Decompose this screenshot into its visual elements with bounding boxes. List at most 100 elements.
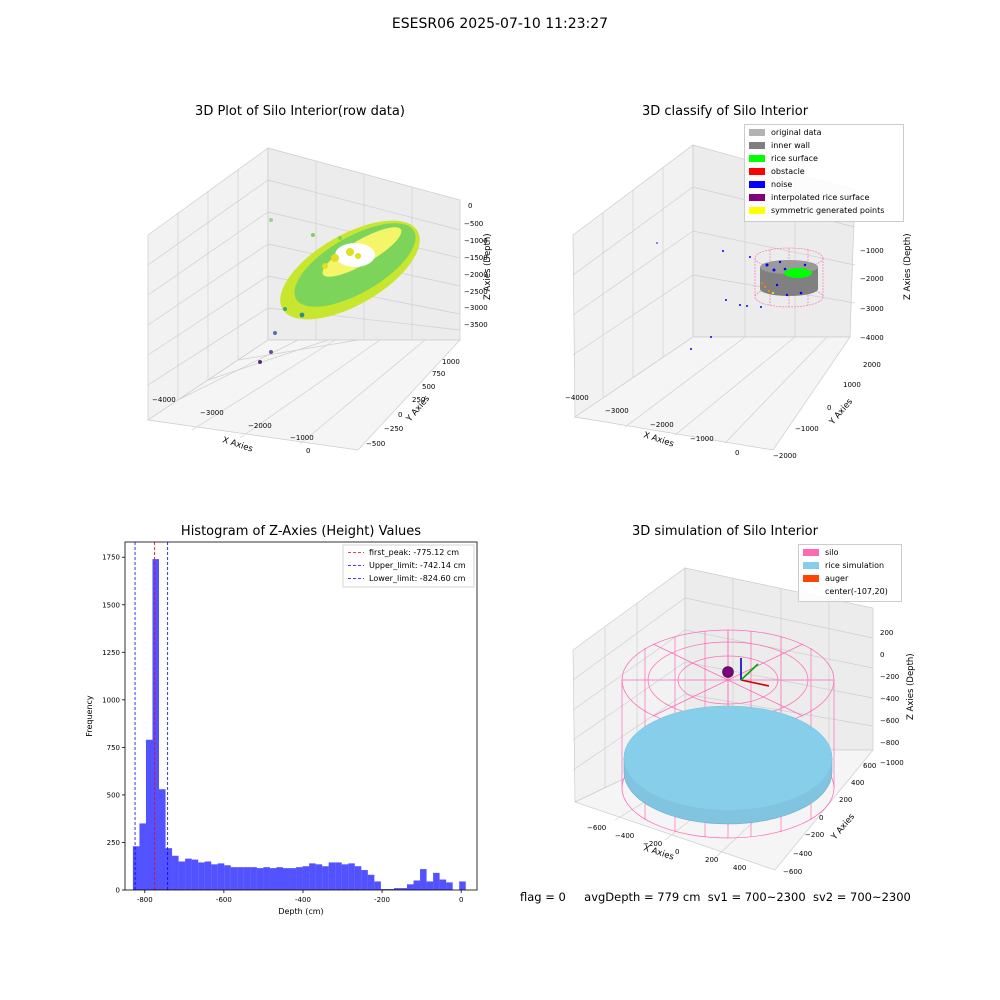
p1-xtick: −4000 — [152, 396, 176, 404]
histogram-bar — [413, 880, 421, 890]
p2-ytick: −1000 — [795, 425, 819, 433]
histogram-bar — [354, 866, 362, 890]
legend-item: interpolated rice surface — [749, 191, 899, 204]
legend-label: original data — [771, 128, 822, 137]
x-tick-label: 0 — [459, 896, 463, 904]
p2-ytick: 2000 — [863, 361, 881, 369]
y-tick-label: 1500 — [102, 601, 120, 609]
histogram-bar — [420, 869, 427, 890]
legend-swatch — [749, 129, 765, 136]
panel3-legend: silo rice simulation auger center(-107,20) — [798, 544, 902, 602]
p1-xtick: −2000 — [248, 422, 272, 430]
p1-xtick: 0 — [306, 447, 310, 455]
histogram-bar — [132, 846, 140, 890]
legend-label: inner wall — [771, 141, 811, 150]
legend-swatch — [749, 142, 765, 149]
p2-ztick: −2000 — [860, 275, 884, 283]
p2-ztick: −1000 — [860, 247, 884, 255]
histogram-bar — [296, 867, 303, 890]
p1-ztick: −3000 — [464, 304, 488, 312]
p1-ztick: 0 — [468, 202, 472, 210]
panel3-title: 3D simulation of Silo Interior — [632, 524, 818, 539]
p3-ztick: −800 — [880, 739, 899, 747]
histogram-bar — [198, 862, 205, 890]
histogram-bar — [237, 867, 244, 890]
p2-ytick: −2000 — [773, 452, 797, 460]
p1-ytick: 500 — [422, 383, 435, 391]
legend-swatch — [803, 588, 819, 595]
p1-ytick: 250 — [412, 396, 425, 404]
histogram-bar — [178, 861, 186, 890]
x-axis-label: Depth (cm) — [278, 907, 323, 916]
histogram-bar — [152, 559, 160, 890]
p3-xtick: 400 — [733, 864, 746, 872]
legend-item: center(-107,20) — [803, 585, 897, 598]
p3-ylabel: Y Axies — [829, 812, 857, 843]
p3-zlabel: Z Axies (Depth) — [906, 653, 916, 720]
p1-ztick: −1000 — [464, 237, 488, 245]
p1-ytick: 0 — [398, 411, 402, 419]
y-axis-label: Frequency — [85, 695, 94, 737]
p3-ztick: −600 — [880, 717, 899, 725]
histogram-bar — [341, 864, 349, 890]
histogram-bar — [433, 872, 440, 890]
p2-xtick: −3000 — [605, 407, 629, 415]
legend-label: interpolated rice surface — [771, 193, 870, 202]
p1-ytick: 1000 — [442, 358, 460, 366]
histogram-bar — [204, 861, 212, 890]
legend-label: Upper_limit: -742.14 cm — [369, 561, 466, 570]
legend-item: inner wall — [749, 139, 899, 152]
histogram-bar — [269, 868, 277, 890]
legend-item: rice surface — [749, 152, 899, 165]
legend-item: auger — [803, 572, 897, 585]
panel3-3d-axes: −600 −400 −200 0 200 400 −600 −400 −200 … — [572, 567, 916, 876]
histogram-bar — [250, 867, 257, 890]
legend-label: Lower_limit: -824.60 cm — [369, 574, 466, 583]
legend-item: obstacle — [749, 165, 899, 178]
p2-xtick: −1000 — [690, 435, 714, 443]
legend-swatch — [749, 155, 765, 162]
histogram-bar — [309, 863, 316, 890]
histogram-bar — [380, 889, 388, 890]
histogram-bar — [185, 858, 192, 890]
p1-xtick: −3000 — [200, 409, 224, 417]
histogram-bar — [283, 868, 290, 890]
legend-swatch — [749, 207, 765, 214]
histogram-bar — [217, 863, 225, 890]
histogram-bar — [159, 789, 166, 890]
p3-ytick: −200 — [805, 831, 824, 839]
p3-xtick: −600 — [587, 824, 606, 832]
y-tick-label: 1750 — [102, 554, 120, 562]
p2-xtick: 0 — [735, 449, 739, 457]
p2-ytick: 1000 — [843, 381, 861, 389]
p3-ztick: −1000 — [880, 759, 904, 767]
histogram-bar — [191, 859, 199, 890]
histogram-bar — [374, 881, 381, 890]
legend-item: rice simulation — [803, 559, 897, 572]
histogram-bar — [145, 739, 153, 890]
p2-ytick: 0 — [827, 404, 831, 412]
histogram-bar — [426, 881, 434, 890]
legend-item: original data — [749, 126, 899, 139]
p1-xtick: −1000 — [290, 434, 314, 442]
p3-ytick: 600 — [863, 762, 876, 770]
p3-xtick: 0 — [675, 848, 679, 856]
p3-xtick: 200 — [705, 856, 718, 864]
p2-ztick: −4000 — [860, 334, 884, 342]
x-tick-label: -600 — [216, 896, 232, 904]
p3-ytick: −600 — [783, 868, 802, 876]
panel2-title: 3D classify of Silo Interior — [641, 104, 809, 119]
histogram-bar — [139, 823, 146, 890]
sv1-text: sv1 = 700~2300 — [707, 890, 806, 904]
legend-swatch — [803, 575, 819, 582]
panel2-legend: original data inner wall rice surface obsta… — [744, 124, 904, 222]
legend-label: auger — [825, 574, 849, 583]
legend-label: rice surface — [771, 154, 818, 163]
legend-swatch — [749, 181, 765, 188]
p1-ytick: −250 — [384, 425, 403, 433]
histogram-bar — [276, 867, 284, 890]
legend-item: silo — [803, 546, 897, 559]
panel1-3d-axes: −4000 −3000 −2000 −1000 0 −500 −250 0 25… — [147, 147, 493, 455]
legend-label: symmetric generated points — [771, 206, 885, 215]
p1-xlabel: X Axies — [221, 435, 254, 454]
